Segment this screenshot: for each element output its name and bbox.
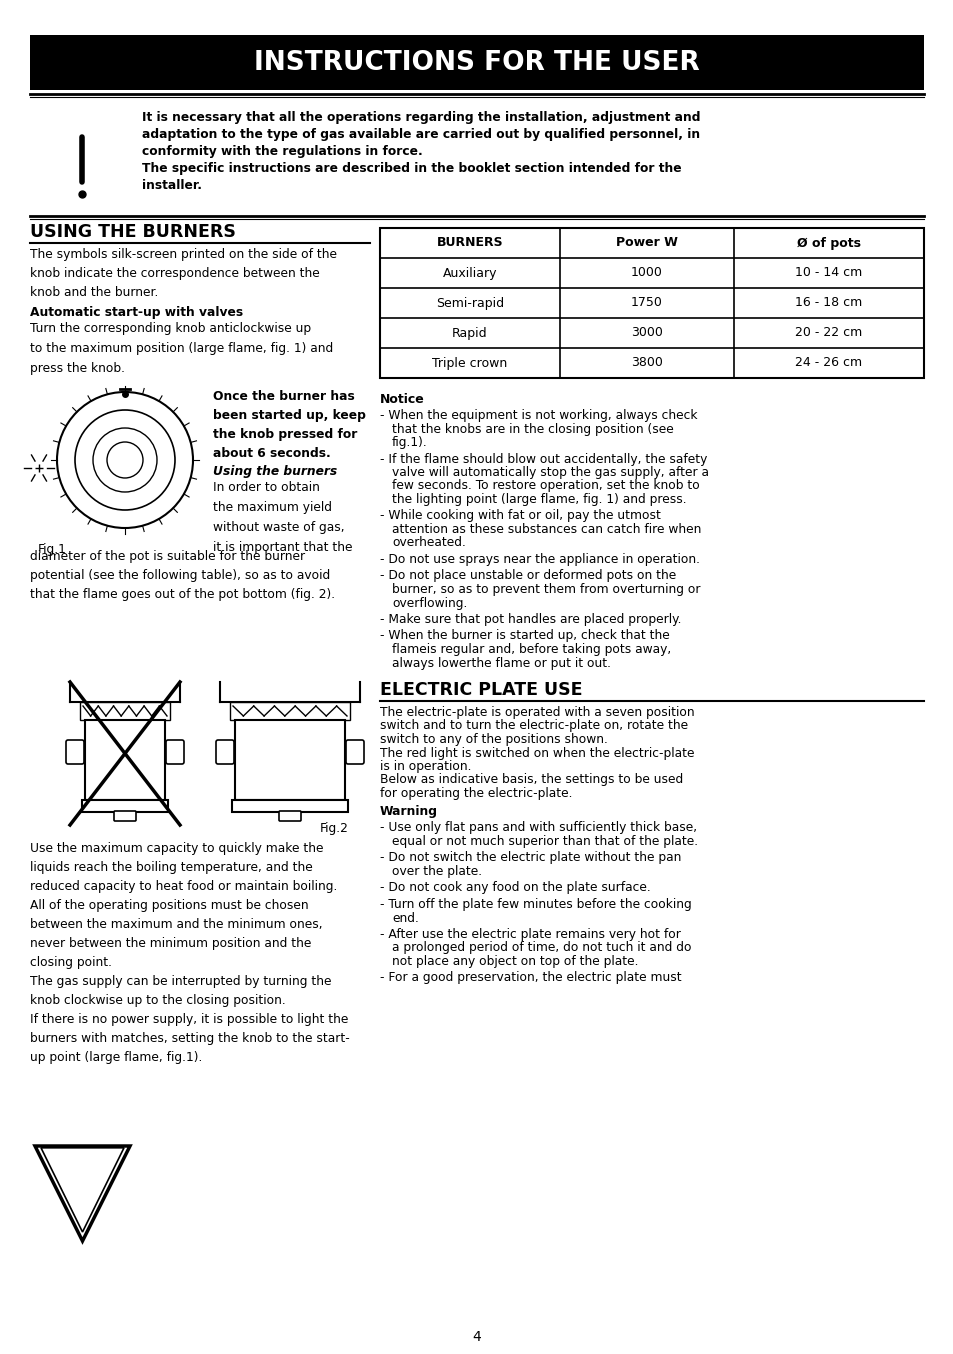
Text: Power W: Power W	[615, 237, 677, 249]
Text: over the plate.: over the plate.	[392, 865, 481, 877]
Text: - Do not use sprays near the appliance in operation.: - Do not use sprays near the appliance i…	[379, 552, 700, 566]
FancyBboxPatch shape	[85, 720, 165, 800]
Text: Notice: Notice	[379, 393, 424, 406]
Text: BURNERS: BURNERS	[436, 237, 502, 249]
Text: end.: end.	[392, 911, 418, 925]
Text: - Use only flat pans and with sufficiently thick base,: - Use only flat pans and with sufficient…	[379, 822, 697, 834]
Text: installer.: installer.	[142, 179, 202, 192]
FancyBboxPatch shape	[215, 741, 233, 764]
Text: always lowerthe flame or put it out.: always lowerthe flame or put it out.	[392, 657, 610, 669]
Text: - Do not cook any food on the plate surface.: - Do not cook any food on the plate surf…	[379, 881, 650, 895]
Text: The symbols silk-screen printed on the side of the
knob indicate the corresponde: The symbols silk-screen printed on the s…	[30, 248, 336, 299]
Bar	[232, 800, 348, 812]
Text: valve will automatically stop the gas supply, after a: valve will automatically stop the gas su…	[392, 466, 708, 479]
Text: ELECTRIC PLATE USE: ELECTRIC PLATE USE	[379, 681, 582, 699]
FancyBboxPatch shape	[234, 720, 345, 800]
Text: - Do not switch the electric plate without the pan: - Do not switch the electric plate witho…	[379, 852, 680, 864]
Text: a prolonged period of time, do not tuch it and do: a prolonged period of time, do not tuch …	[392, 941, 691, 955]
Bar	[30, 35, 923, 89]
Text: Ø of pots: Ø of pots	[796, 237, 860, 249]
Text: flameis regular and, before taking pots away,: flameis regular and, before taking pots …	[392, 643, 671, 655]
Text: 1750: 1750	[630, 297, 661, 310]
Text: 10 - 14 cm: 10 - 14 cm	[795, 267, 862, 279]
Text: - Turn off the plate few minutes before the cooking: - Turn off the plate few minutes before …	[379, 898, 691, 911]
Text: It is necessary that all the operations regarding the installation, adjustment a: It is necessary that all the operations …	[142, 111, 700, 125]
Bar	[230, 701, 350, 720]
FancyBboxPatch shape	[66, 741, 84, 764]
Text: overflowing.: overflowing.	[392, 597, 467, 609]
FancyBboxPatch shape	[346, 741, 364, 764]
Text: Once the burner has
been started up, keep
the knob pressed for
about 6 seconds.: Once the burner has been started up, kee…	[213, 390, 366, 460]
Text: Triple crown: Triple crown	[432, 356, 507, 370]
FancyBboxPatch shape	[166, 741, 184, 764]
Text: diameter of the pot is suitable for the burner
potential (see the following tabl: diameter of the pot is suitable for the …	[30, 550, 335, 601]
Text: - If the flame should blow out accidentally, the safety: - If the flame should blow out accidenta…	[379, 452, 706, 466]
Text: The red light is switched on when the electric-plate: The red light is switched on when the el…	[379, 746, 694, 760]
Text: adaptation to the type of gas available are carried out by qualified personnel, : adaptation to the type of gas available …	[142, 129, 700, 141]
Text: fig.1).: fig.1).	[392, 436, 427, 450]
Text: Auxiliary: Auxiliary	[442, 267, 497, 279]
Text: Fig.2: Fig.2	[319, 822, 349, 835]
Text: Below as indicative basis, the settings to be used: Below as indicative basis, the settings …	[379, 773, 682, 787]
Text: - After use the electric plate remains very hot for: - After use the electric plate remains v…	[379, 927, 680, 941]
Text: Automatic start-up with valves: Automatic start-up with valves	[30, 306, 243, 320]
Text: burner, so as to prevent them from overturning or: burner, so as to prevent them from overt…	[392, 584, 700, 596]
Text: The specific instructions are described in the booklet section intended for the: The specific instructions are described …	[142, 162, 680, 175]
Text: INSTRUCTIONS FOR THE USER: INSTRUCTIONS FOR THE USER	[253, 50, 700, 76]
Text: Rapid: Rapid	[452, 326, 487, 340]
Text: switch and to turn the electric-plate on, rotate the: switch and to turn the electric-plate on…	[379, 719, 687, 733]
Bar	[82, 800, 168, 812]
FancyBboxPatch shape	[278, 811, 301, 821]
Text: 20 - 22 cm: 20 - 22 cm	[795, 326, 862, 340]
Bar	[379, 227, 923, 378]
Text: - Make sure that pot handles are placed properly.: - Make sure that pot handles are placed …	[379, 613, 680, 626]
Text: the lighting point (large flame, fig. 1) and press.: the lighting point (large flame, fig. 1)…	[392, 493, 686, 506]
Text: 3800: 3800	[630, 356, 661, 370]
Text: - Do not place unstable or deformed pots on the: - Do not place unstable or deformed pots…	[379, 570, 676, 582]
Text: equal or not much superior than that of the plate.: equal or not much superior than that of …	[392, 835, 698, 848]
Text: USING THE BURNERS: USING THE BURNERS	[30, 223, 235, 241]
Bar	[80, 701, 170, 720]
Text: conformity with the regulations in force.: conformity with the regulations in force…	[142, 145, 422, 158]
Text: - When the equipment is not working, always check: - When the equipment is not working, alw…	[379, 409, 697, 422]
Text: 4: 4	[472, 1330, 481, 1345]
Text: overheated.: overheated.	[392, 536, 465, 550]
Text: 24 - 26 cm: 24 - 26 cm	[795, 356, 862, 370]
Polygon shape	[35, 1145, 130, 1242]
Text: Fig.1: Fig.1	[38, 543, 67, 556]
Text: Using the burners: Using the burners	[213, 464, 336, 478]
Text: Semi-rapid: Semi-rapid	[436, 297, 503, 310]
Text: The electric-plate is operated with a seven position: The electric-plate is operated with a se…	[379, 705, 694, 719]
Text: not place any object on top of the plate.: not place any object on top of the plate…	[392, 955, 638, 968]
Text: Warning: Warning	[379, 806, 437, 819]
Text: Use the maximum capacity to quickly make the
liquids reach the boiling temperatu: Use the maximum capacity to quickly make…	[30, 842, 350, 1064]
Text: that the knobs are in the closing position (see: that the knobs are in the closing positi…	[392, 422, 673, 436]
Text: Turn the corresponding knob anticlockwise up
to the maximum position (large flam: Turn the corresponding knob anticlockwis…	[30, 322, 333, 375]
Text: switch to any of the positions shown.: switch to any of the positions shown.	[379, 733, 607, 746]
Text: 16 - 18 cm: 16 - 18 cm	[795, 297, 862, 310]
Text: - While cooking with fat or oil, pay the utmost: - While cooking with fat or oil, pay the…	[379, 509, 660, 523]
Text: attention as these substances can catch fire when: attention as these substances can catch …	[392, 523, 700, 536]
Text: 1000: 1000	[630, 267, 661, 279]
Text: 3000: 3000	[630, 326, 661, 340]
Text: - When the burner is started up, check that the: - When the burner is started up, check t…	[379, 630, 669, 643]
Text: - For a good preservation, the electric plate must: - For a good preservation, the electric …	[379, 972, 680, 984]
Text: is in operation.: is in operation.	[379, 760, 471, 773]
Text: In order to obtain
the maximum yield
without waste of gas,
it is important that : In order to obtain the maximum yield wit…	[213, 481, 352, 554]
Text: for operating the electric-plate.: for operating the electric-plate.	[379, 787, 572, 800]
FancyBboxPatch shape	[113, 811, 136, 821]
Text: few seconds. To restore operation, set the knob to: few seconds. To restore operation, set t…	[392, 479, 699, 493]
